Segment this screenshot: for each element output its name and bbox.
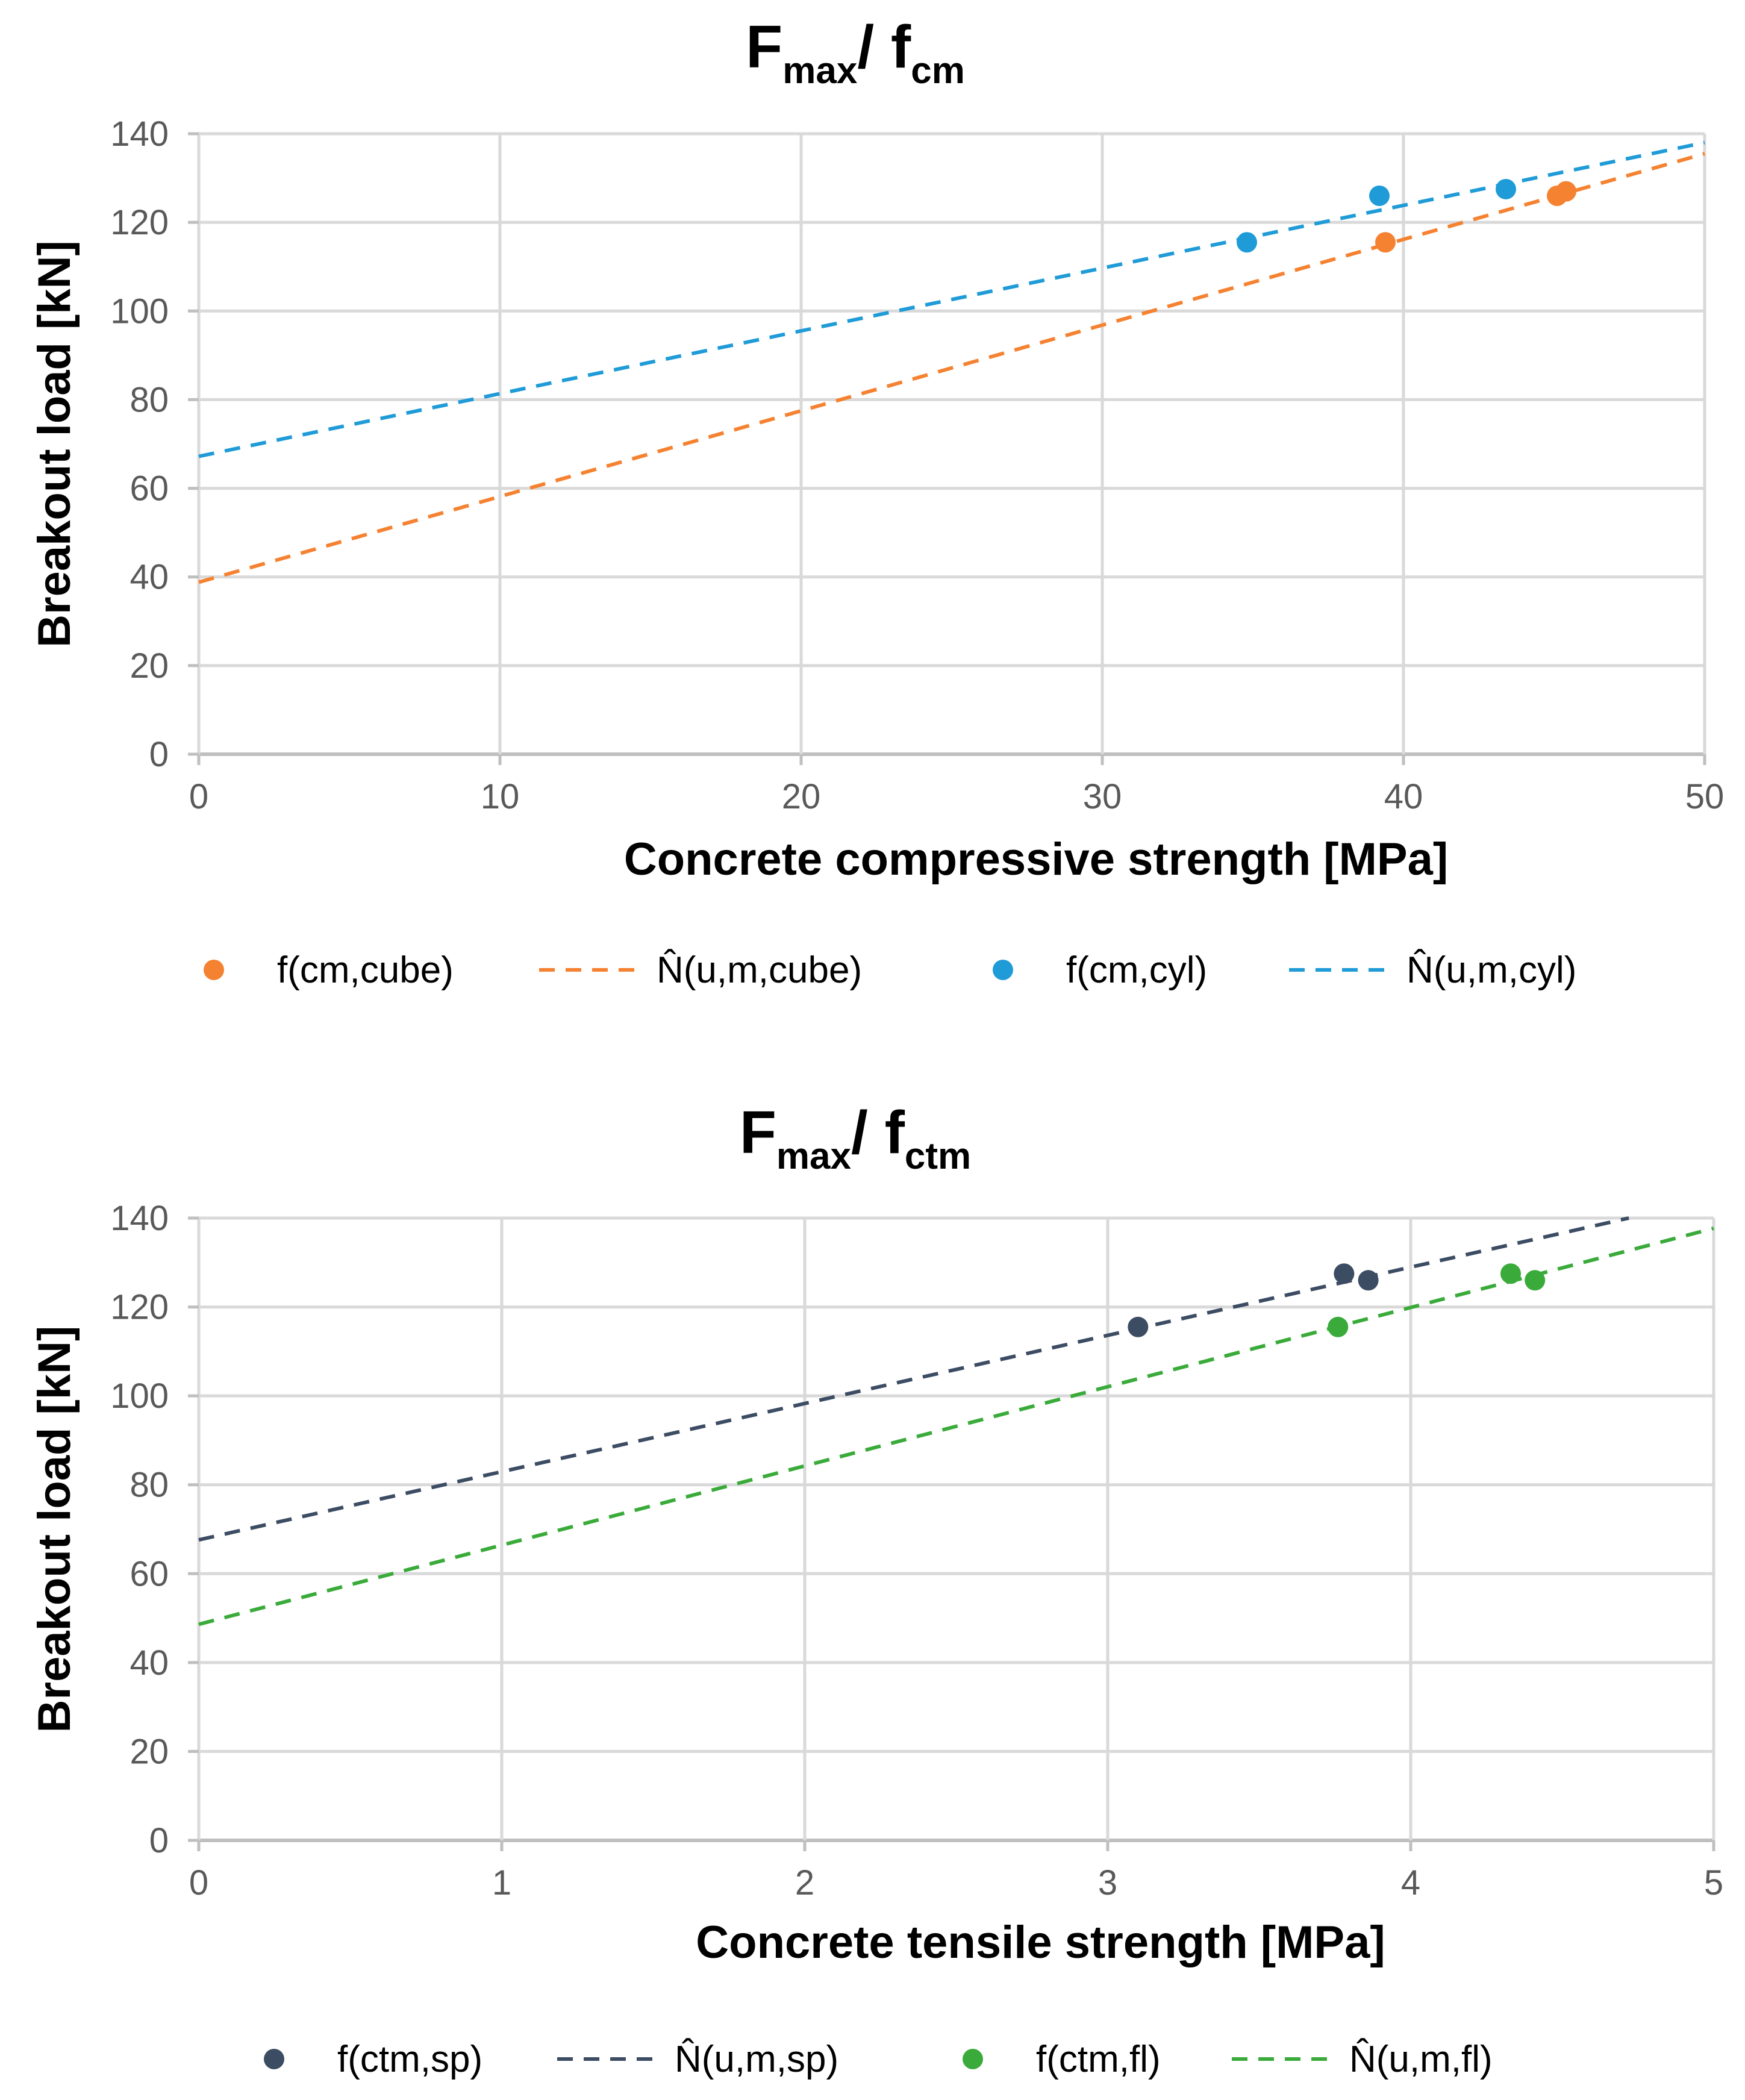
title-subscript-1: max — [776, 1136, 852, 1177]
series-1 — [198, 1216, 1629, 1542]
title-separator: / f — [851, 1099, 905, 1166]
trend-line — [198, 1216, 1629, 1542]
legend-label: N̂(u,m,cube) — [657, 949, 862, 991]
series-3 — [198, 1227, 1714, 1627]
x-axis-label: Concrete tensile strength [MPa] — [696, 1917, 1385, 1968]
data-point — [1358, 1270, 1379, 1291]
legend-item: f(ctm,sp) — [264, 2039, 482, 2080]
x-tick-label: 4 — [1401, 1863, 1420, 1902]
data-point — [1334, 1263, 1355, 1284]
y-axis-label: Breakout load [kN] — [29, 240, 80, 648]
plot-area — [198, 140, 1705, 584]
legend-item: N̂(u,m,sp) — [557, 2039, 838, 2080]
chart-title: Fmax/ fctm — [740, 1099, 971, 1177]
legend-item: f(ctm,fl) — [963, 2039, 1161, 2080]
legend-item: N̂(u,m,fl) — [1232, 2039, 1493, 2080]
y-tick-label: 20 — [130, 646, 169, 686]
x-tick-label: 1 — [492, 1863, 511, 1902]
title-subscript-2: ctm — [905, 1136, 971, 1177]
series-0 — [1375, 181, 1576, 253]
legend-marker — [993, 960, 1013, 980]
trend-line — [198, 152, 1705, 584]
title-subscript-1: max — [782, 50, 858, 92]
y-tick-label: 120 — [110, 1288, 169, 1327]
data-point — [1237, 232, 1257, 253]
x-tick-label: 10 — [481, 777, 520, 816]
x-tick-label: 3 — [1098, 1863, 1117, 1902]
data-point — [1369, 186, 1390, 206]
y-tick-label: 40 — [130, 1643, 169, 1683]
legend-item: f(cm,cube) — [204, 949, 454, 991]
title-separator: / f — [857, 13, 911, 81]
legend-label: f(cm,cube) — [277, 949, 454, 991]
x-tick-label: 20 — [782, 777, 821, 816]
chart-tensile: Fmax/ fctm 0 20 40 60 80 100 120 140 0 1 2 3 4 5 Concre… — [29, 1099, 1723, 2080]
y-tick-label: 60 — [130, 1554, 169, 1593]
x-tick-label: 2 — [795, 1863, 814, 1902]
title-main: F — [746, 13, 782, 81]
legend: f(cm,cube) N̂(u,m,cube) f(cm,cyl) N̂(u,m,cy… — [204, 949, 1576, 991]
legend-label: N̂(u,m,cyl) — [1406, 949, 1576, 991]
x-tick-label: 0 — [189, 1863, 208, 1902]
title-main: F — [740, 1099, 776, 1166]
y-tick-label: 40 — [130, 558, 169, 597]
legend-item: N̂(u,m,cube) — [539, 949, 862, 991]
legend-marker — [963, 2049, 983, 2069]
y-tick-label: 60 — [130, 469, 169, 508]
series-3 — [198, 140, 1705, 458]
legend-item: N̂(u,m,cyl) — [1289, 949, 1576, 991]
trend-line — [198, 140, 1705, 458]
legend-label: N̂(u,m,sp) — [675, 2039, 838, 2080]
y-tick-label: 0 — [149, 1821, 169, 1860]
x-tick-label: 40 — [1384, 777, 1423, 816]
legend-label: N̂(u,m,fl) — [1349, 2039, 1493, 2080]
data-point — [1556, 181, 1576, 202]
title-subscript-2: cm — [911, 50, 965, 92]
x-tick-label: 50 — [1685, 777, 1725, 816]
y-tick-label: 0 — [149, 735, 169, 774]
legend-label: f(ctm,fl) — [1036, 2039, 1161, 2080]
y-tick-label: 140 — [110, 1199, 169, 1238]
x-axis-label: Concrete compressive strength [MPa] — [624, 834, 1448, 885]
legend-marker — [204, 960, 224, 980]
y-tick-label: 140 — [110, 114, 169, 154]
data-point — [1496, 178, 1516, 199]
chart-title: Fmax/ fcm — [746, 13, 965, 92]
x-tick-label: 0 — [189, 777, 208, 816]
trend-line — [198, 1227, 1714, 1627]
legend-item: f(cm,cyl) — [993, 949, 1207, 991]
y-tick-label: 80 — [130, 380, 169, 419]
y-tick-label: 100 — [110, 1377, 169, 1416]
series-1 — [198, 152, 1705, 584]
y-tick-label: 100 — [110, 292, 169, 331]
legend-label: f(cm,cyl) — [1066, 949, 1207, 991]
data-point — [1375, 232, 1396, 253]
legend: f(ctm,sp) N̂(u,m,sp) f(ctm,fl) N̂(u,m,fl) — [264, 2039, 1493, 2080]
legend-label: f(ctm,sp) — [337, 2039, 482, 2080]
gridlines — [188, 1216, 1715, 1851]
y-axis-label: Breakout load [kN] — [29, 1326, 80, 1733]
y-tick-label: 80 — [130, 1466, 169, 1505]
y-tick-label: 20 — [130, 1732, 169, 1771]
legend-marker — [264, 2049, 284, 2069]
gridlines — [188, 132, 1706, 765]
plot-area — [198, 1216, 1714, 1627]
x-tick-label: 30 — [1083, 777, 1122, 816]
chart-compressive: Fmax/ fcm 0 20 40 60 80 100 120 140 0 10 20 30 40 50 Co… — [29, 13, 1724, 991]
x-tick-label: 5 — [1704, 1863, 1723, 1902]
y-tick-label: 120 — [110, 203, 169, 242]
